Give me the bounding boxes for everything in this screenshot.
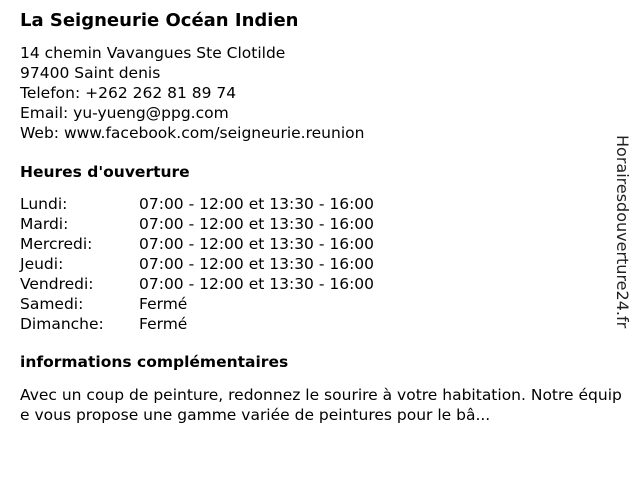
watermark: Horairesdouverture24.fr: [613, 135, 632, 329]
street-address: 14 chemin Vavangues Ste Clotilde: [20, 44, 286, 62]
time: 07:00 - 12:00 et 13:30 - 16:00: [139, 255, 375, 273]
time: 07:00 - 12:00 et 13:30 - 16:00: [139, 195, 375, 213]
day: Samedi:: [20, 295, 84, 313]
city: 97400 Saint denis: [20, 64, 161, 82]
hours-table: Lundi: 07:00 - 12:00 et 13:30 - 16:00 Mar…: [20, 194, 374, 334]
contact-block: 14 chemin Vavangues Ste Clotilde 97400 S…: [20, 43, 364, 143]
hours-row: Dimanche: Fermé: [20, 314, 374, 334]
hours-heading: Heures d'ouverture: [20, 163, 190, 181]
day: Vendredi:: [20, 275, 94, 293]
info-text: Avec un coup de peinture, redonnez le so…: [20, 386, 622, 424]
email: Email: yu-yueng@ppg.com: [20, 104, 229, 122]
hours-row: Mercredi: 07:00 - 12:00 et 13:30 - 16:00: [20, 234, 374, 254]
info-heading: informations complémentaires: [20, 353, 289, 371]
time: Fermé: [139, 315, 188, 333]
phone: Telefon: +262 262 81 89 74: [20, 84, 237, 102]
day: Mardi:: [20, 215, 69, 233]
hours-row: Vendredi: 07:00 - 12:00 et 13:30 - 16:00: [20, 274, 374, 294]
time: 07:00 - 12:00 et 13:30 - 16:00: [139, 235, 375, 253]
hours-row: Samedi: Fermé: [20, 294, 374, 314]
hours-row: Jeudi: 07:00 - 12:00 et 13:30 - 16:00: [20, 254, 374, 274]
day: Jeudi:: [20, 255, 64, 273]
time: 07:00 - 12:00 et 13:30 - 16:00: [139, 275, 375, 293]
hours-row: Mardi: 07:00 - 12:00 et 13:30 - 16:00: [20, 214, 374, 234]
time: Fermé: [139, 295, 188, 313]
day: Dimanche:: [20, 315, 104, 333]
website: Web: www.facebook.com/seigneurie.reunion: [20, 124, 365, 142]
day: Mercredi:: [20, 235, 93, 253]
hours-row: Lundi: 07:00 - 12:00 et 13:30 - 16:00: [20, 194, 374, 214]
business-name: La Seigneurie Océan Indien: [20, 10, 299, 31]
time: 07:00 - 12:00 et 13:30 - 16:00: [139, 215, 375, 233]
day: Lundi:: [20, 195, 68, 213]
